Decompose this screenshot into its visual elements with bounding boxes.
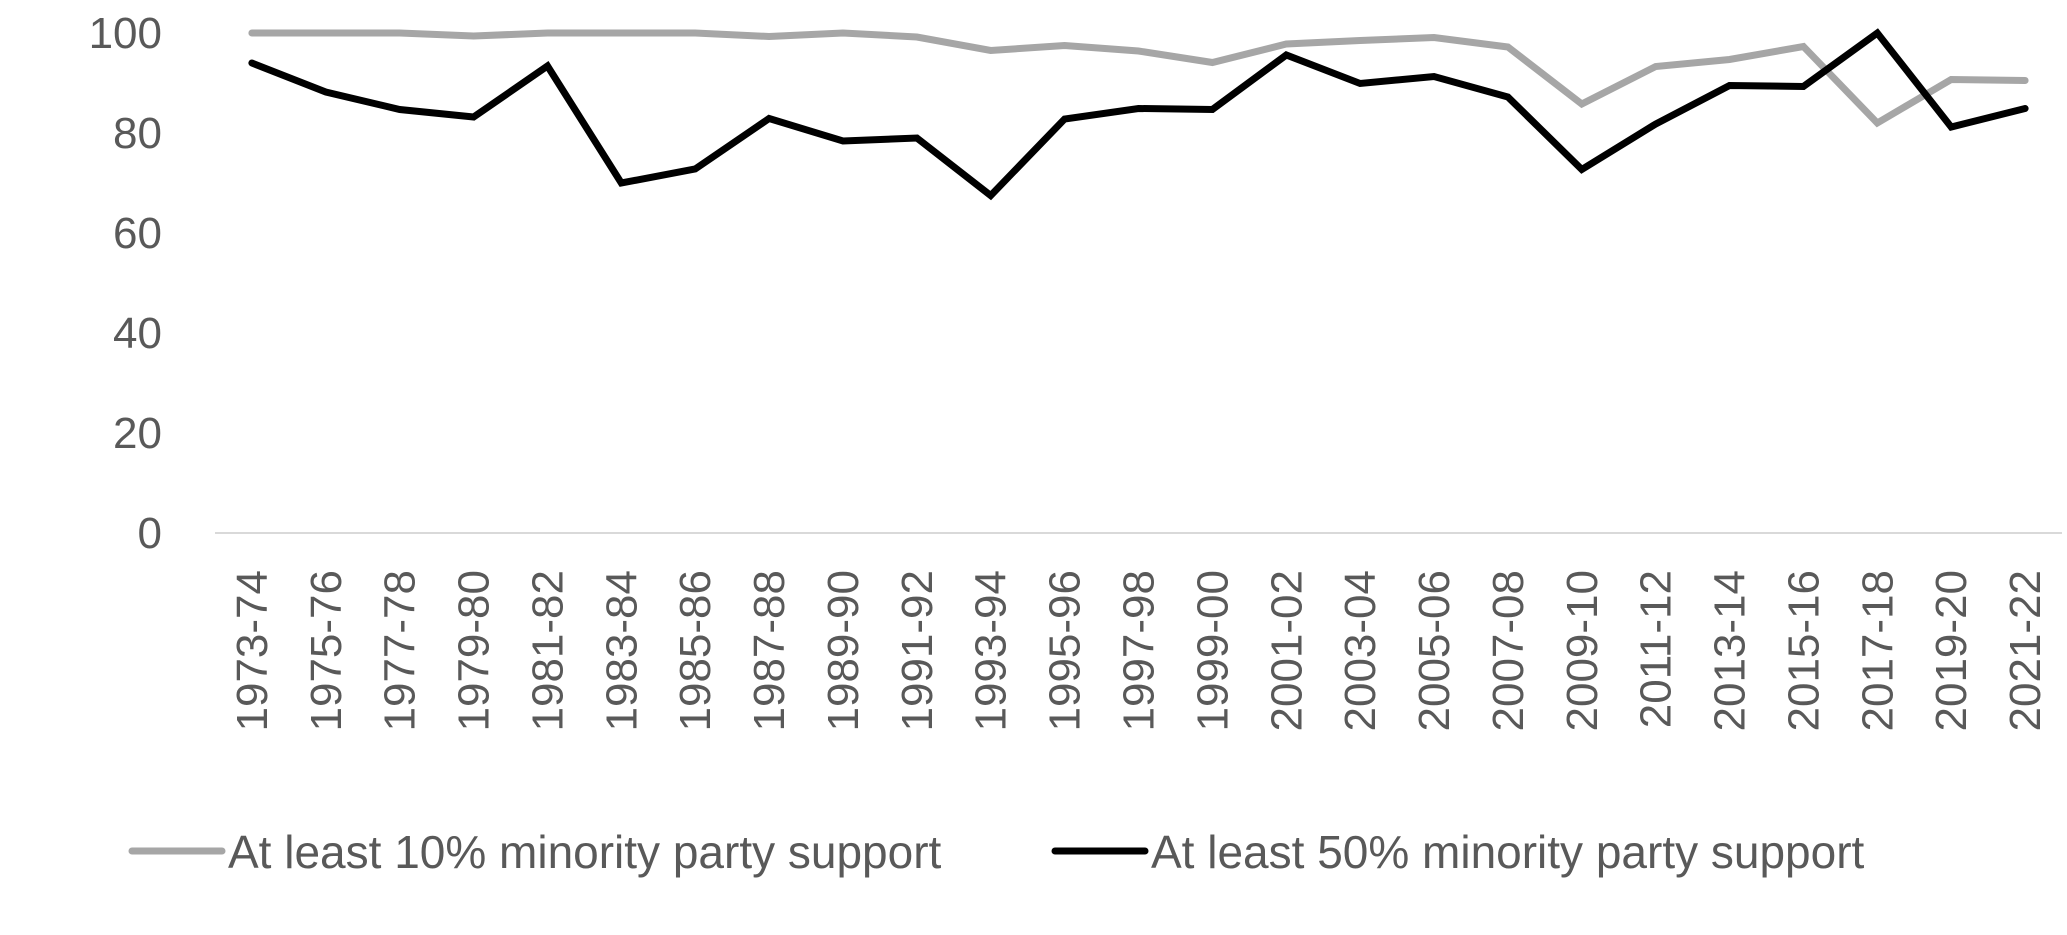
legend: At least 10% minority party support At le…: [128, 826, 1865, 878]
x-tick-label: 2005-06: [1410, 570, 1459, 731]
y-tick-label: 20: [113, 409, 162, 458]
x-tick-label: 1997-98: [1115, 570, 1164, 731]
y-tick-label: 60: [113, 209, 162, 258]
series-lines: [248, 28, 2029, 201]
x-tick-label: 2013-14: [1706, 570, 1755, 731]
x-tick-label: 1999-00: [1188, 570, 1237, 731]
x-tick-label: 1991-92: [893, 570, 942, 731]
x-tick-label: 2011-12: [1632, 570, 1681, 728]
x-tick-label: 1973-74: [228, 570, 277, 731]
x-tick-label: 1977-78: [376, 570, 425, 731]
x-tick-label: 1989-90: [819, 570, 868, 731]
x-tick-label: 2003-04: [1336, 570, 1385, 731]
x-tick-label: 2001-02: [1262, 570, 1311, 731]
x-tick-label: 1985-86: [671, 570, 720, 731]
x-tick-label: 1993-94: [967, 570, 1016, 731]
y-tick-label: 80: [113, 109, 162, 158]
x-tick-label: 2017-18: [1853, 570, 1902, 731]
x-tick-label: 1979-80: [450, 570, 499, 731]
x-tick-label: 1983-84: [597, 570, 646, 731]
x-tick-label: 2007-08: [1484, 570, 1533, 731]
x-tick-label: 1995-96: [1041, 570, 1090, 731]
x-tick-label: 2019-20: [1927, 570, 1976, 731]
y-tick-label: 100: [89, 9, 162, 58]
x-tick-label: 1975-76: [302, 570, 351, 731]
legend-label-1: At least 10% minority party support: [228, 826, 942, 878]
x-axis-ticks: 1973-74 1975-76 1977-78 1979-80 1981-82 1983-…: [228, 570, 2050, 731]
x-tick-label: 2009-10: [1558, 570, 1607, 731]
x-tick-label: 1981-82: [523, 570, 572, 731]
y-axis-ticks: 0 20 40 60 80 100: [89, 9, 162, 558]
x-tick-label: 2021-22: [2001, 570, 2050, 731]
y-tick-label: 40: [113, 309, 162, 358]
x-tick-label: 2015-16: [1779, 570, 1828, 731]
y-tick-label: 0: [138, 509, 162, 558]
legend-label-2: At least 50% minority party support: [1151, 826, 1865, 878]
x-tick-label: 1987-88: [745, 570, 794, 731]
